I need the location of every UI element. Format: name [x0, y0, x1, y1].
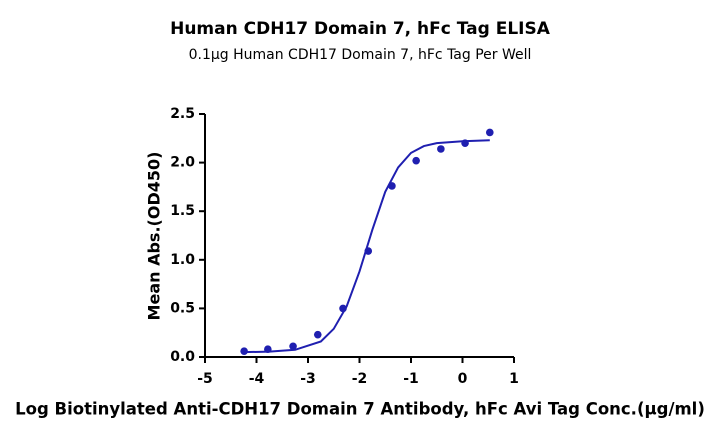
y-tick-label: 1.0	[170, 252, 195, 268]
x-tick-label: -5	[197, 371, 213, 387]
x-tick-label: 0	[458, 371, 468, 387]
y-tick-label: 1.5	[170, 203, 195, 219]
fit-curve	[244, 139, 490, 354]
x-tick-label: -4	[249, 371, 265, 387]
x-tick-label: 1	[509, 371, 519, 387]
data-point	[412, 156, 420, 165]
y-axis-label: Mean Abs.(OD450)	[145, 152, 164, 321]
y-tick-label: 0.0	[170, 349, 195, 365]
data-point	[485, 128, 494, 137]
x-tick-label: -1	[403, 371, 419, 387]
y-tick-label: 2.5	[170, 106, 195, 122]
x-tick-label: -2	[352, 371, 368, 387]
data-point	[437, 145, 445, 153]
chart-title: Human CDH17 Domain 7, hFc Tag ELISA	[170, 19, 551, 39]
y-tick-label: 2.0	[170, 155, 195, 171]
data-point	[289, 342, 297, 351]
data-point	[313, 330, 322, 339]
x-axis-label: Log Biotinylated Anti-CDH17 Domain 7 Ant…	[15, 400, 705, 419]
y-tick-label: 0.5	[170, 300, 195, 316]
x-tick-label: -3	[300, 371, 316, 387]
chart-subtitle: 0.1μg Human CDH17 Domain 7, hFc Tag Per …	[189, 47, 532, 63]
